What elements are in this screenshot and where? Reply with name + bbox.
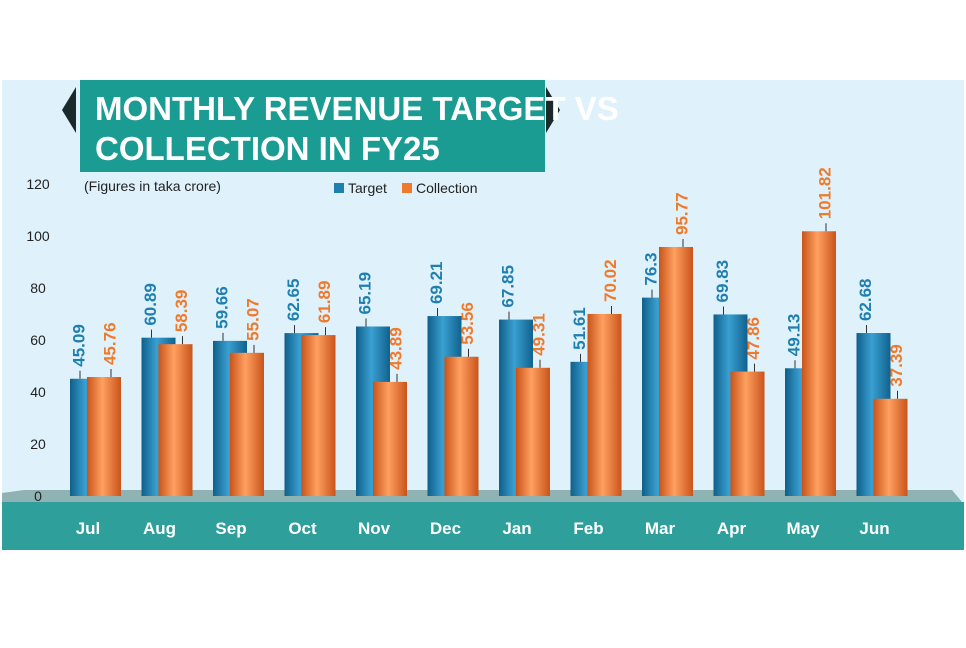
bar-collection bbox=[873, 398, 908, 496]
data-label-target: 60.89 bbox=[141, 283, 160, 326]
x-tick-label: Sep bbox=[215, 519, 246, 538]
title-line-2: COLLECTION IN FY25 bbox=[95, 130, 440, 167]
x-axis: Jul Aug Sep Oct Nov Dec Jan Feb Mar Apr May Jun bbox=[76, 519, 890, 538]
chart-subtitle: (Figures in taka crore) bbox=[84, 178, 221, 194]
data-label-target: 62.68 bbox=[856, 278, 875, 321]
bar-collection bbox=[301, 335, 336, 496]
title-banner: MONTHLY REVENUE TARGET VS COLLECTION IN … bbox=[62, 80, 619, 172]
y-tick-label: 20 bbox=[30, 436, 46, 452]
y-tick-label: 0 bbox=[34, 488, 42, 504]
bars bbox=[70, 231, 908, 496]
y-tick-label: 80 bbox=[30, 280, 46, 296]
y-tick-label: 60 bbox=[30, 332, 46, 348]
x-tick-label: Apr bbox=[717, 519, 747, 538]
x-tick-label: Oct bbox=[288, 519, 317, 538]
bar-collection bbox=[802, 231, 836, 496]
bar-collection bbox=[730, 371, 765, 496]
bar-collection bbox=[87, 377, 121, 496]
data-label-target: 59.66 bbox=[212, 286, 231, 329]
y-tick-label: 100 bbox=[26, 228, 50, 244]
data-label-collection: 37.39 bbox=[887, 344, 906, 387]
data-label-collection: 61.89 bbox=[315, 281, 334, 324]
x-tick-label: Aug bbox=[143, 519, 176, 538]
data-labels: 45.09 45.76 60.89 58.39 59.66 55.07 62.65 61.89… bbox=[69, 167, 906, 399]
x-tick-label: Mar bbox=[645, 519, 676, 538]
chart-panel: MONTHLY REVENUE TARGET VS COLLECTION IN … bbox=[0, 80, 966, 550]
bar-collection bbox=[158, 344, 193, 496]
data-label-collection: 49.31 bbox=[529, 313, 548, 356]
bar-collection bbox=[587, 313, 622, 496]
x-tick-label: Nov bbox=[358, 519, 391, 538]
y-tick-label: 120 bbox=[26, 176, 50, 192]
legend-label-target: Target bbox=[348, 180, 387, 196]
bar-collection bbox=[659, 246, 693, 496]
y-axis: 0 20 40 60 80 100 120 bbox=[26, 176, 50, 504]
data-label-target: 62.65 bbox=[284, 279, 303, 322]
data-label-collection: 95.77 bbox=[672, 192, 691, 235]
data-label-target: 45.09 bbox=[69, 324, 88, 367]
data-label-collection: 55.07 bbox=[243, 298, 262, 341]
data-label-target: 69.83 bbox=[713, 260, 732, 303]
data-label-collection: 101.82 bbox=[815, 167, 834, 219]
data-label-target: 67.85 bbox=[498, 265, 517, 308]
x-tick-label: Jun bbox=[859, 519, 889, 538]
bar-collection bbox=[444, 356, 479, 496]
x-tick-label: May bbox=[786, 519, 820, 538]
legend: Target Collection bbox=[334, 180, 477, 196]
y-tick-label: 40 bbox=[30, 384, 46, 400]
bar-chart: MONTHLY REVENUE TARGET VS COLLECTION IN … bbox=[2, 80, 964, 550]
data-label-target: 76.3 bbox=[641, 253, 660, 286]
data-label-collection: 45.76 bbox=[100, 322, 119, 365]
bar-collection bbox=[516, 367, 550, 496]
data-label-target: 51.61 bbox=[570, 307, 589, 350]
data-label-collection: 70.02 bbox=[601, 259, 620, 302]
bar-collection bbox=[373, 381, 407, 496]
x-tick-label: Jul bbox=[76, 519, 101, 538]
data-label-collection: 47.86 bbox=[744, 317, 763, 360]
legend-label-collection: Collection bbox=[416, 180, 477, 196]
legend-swatch-collection bbox=[402, 183, 412, 193]
bar-collection bbox=[230, 352, 264, 496]
data-label-target: 69.21 bbox=[427, 262, 446, 305]
data-label-collection: 43.89 bbox=[386, 327, 405, 370]
data-label-target: 65.19 bbox=[355, 272, 374, 315]
x-tick-label: Jan bbox=[502, 519, 531, 538]
legend-swatch-target bbox=[334, 183, 344, 193]
x-tick-label: Dec bbox=[430, 519, 461, 538]
data-label-collection: 58.39 bbox=[172, 290, 191, 333]
x-tick-label: Feb bbox=[573, 519, 603, 538]
title-line-1: MONTHLY REVENUE TARGET VS bbox=[95, 90, 619, 127]
data-label-collection: 53.56 bbox=[458, 302, 477, 345]
chart-base-front bbox=[2, 502, 964, 550]
data-label-target: 49.13 bbox=[784, 314, 803, 357]
